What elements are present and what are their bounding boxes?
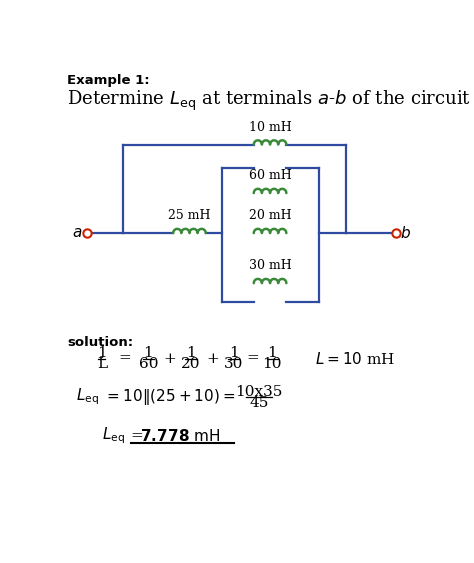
Text: Example 1:: Example 1: [67, 74, 150, 87]
Text: 30: 30 [224, 357, 243, 371]
Text: 45: 45 [249, 396, 269, 409]
Text: $\mathbf{7.778\ \mathrm{mH}}$: $\mathbf{7.778\ \mathrm{mH}}$ [140, 428, 220, 444]
Text: 10: 10 [263, 357, 282, 371]
Text: $b$: $b$ [400, 225, 411, 241]
Text: =: = [119, 352, 131, 365]
Text: 10 mH: 10 mH [249, 121, 292, 134]
Text: 1: 1 [267, 346, 277, 360]
Text: $L = 10$ mH: $L = 10$ mH [315, 351, 395, 367]
Text: 1: 1 [144, 346, 153, 360]
Text: 1: 1 [97, 346, 107, 360]
Text: 60 mH: 60 mH [249, 169, 292, 182]
Text: +: + [164, 352, 176, 365]
Text: =: = [130, 428, 148, 443]
Text: 60: 60 [138, 357, 158, 371]
Text: =: = [246, 352, 259, 365]
Text: 25 mH: 25 mH [168, 209, 211, 222]
Text: +: + [206, 352, 219, 365]
Text: 1: 1 [186, 346, 196, 360]
Text: $L_{\mathrm{eq}}$: $L_{\mathrm{eq}}$ [102, 425, 125, 446]
Text: $= 10\|(25+10) =$: $= 10\|(25+10) =$ [104, 387, 236, 407]
Text: 1: 1 [229, 346, 238, 360]
Text: 30 mH: 30 mH [249, 260, 292, 272]
Text: Determine $L_{\mathrm{eq}}$ at terminals $a$-$b$ of the circuit: Determine $L_{\mathrm{eq}}$ at terminals… [67, 89, 471, 113]
Text: solution:: solution: [67, 336, 133, 348]
Text: 20: 20 [181, 357, 201, 371]
Text: 20 mH: 20 mH [249, 209, 292, 222]
Text: L: L [97, 357, 107, 371]
Text: $a$: $a$ [72, 226, 82, 240]
Text: $L_{\mathrm{eq}}$: $L_{\mathrm{eq}}$ [76, 387, 99, 408]
Text: 10x35: 10x35 [236, 385, 283, 399]
